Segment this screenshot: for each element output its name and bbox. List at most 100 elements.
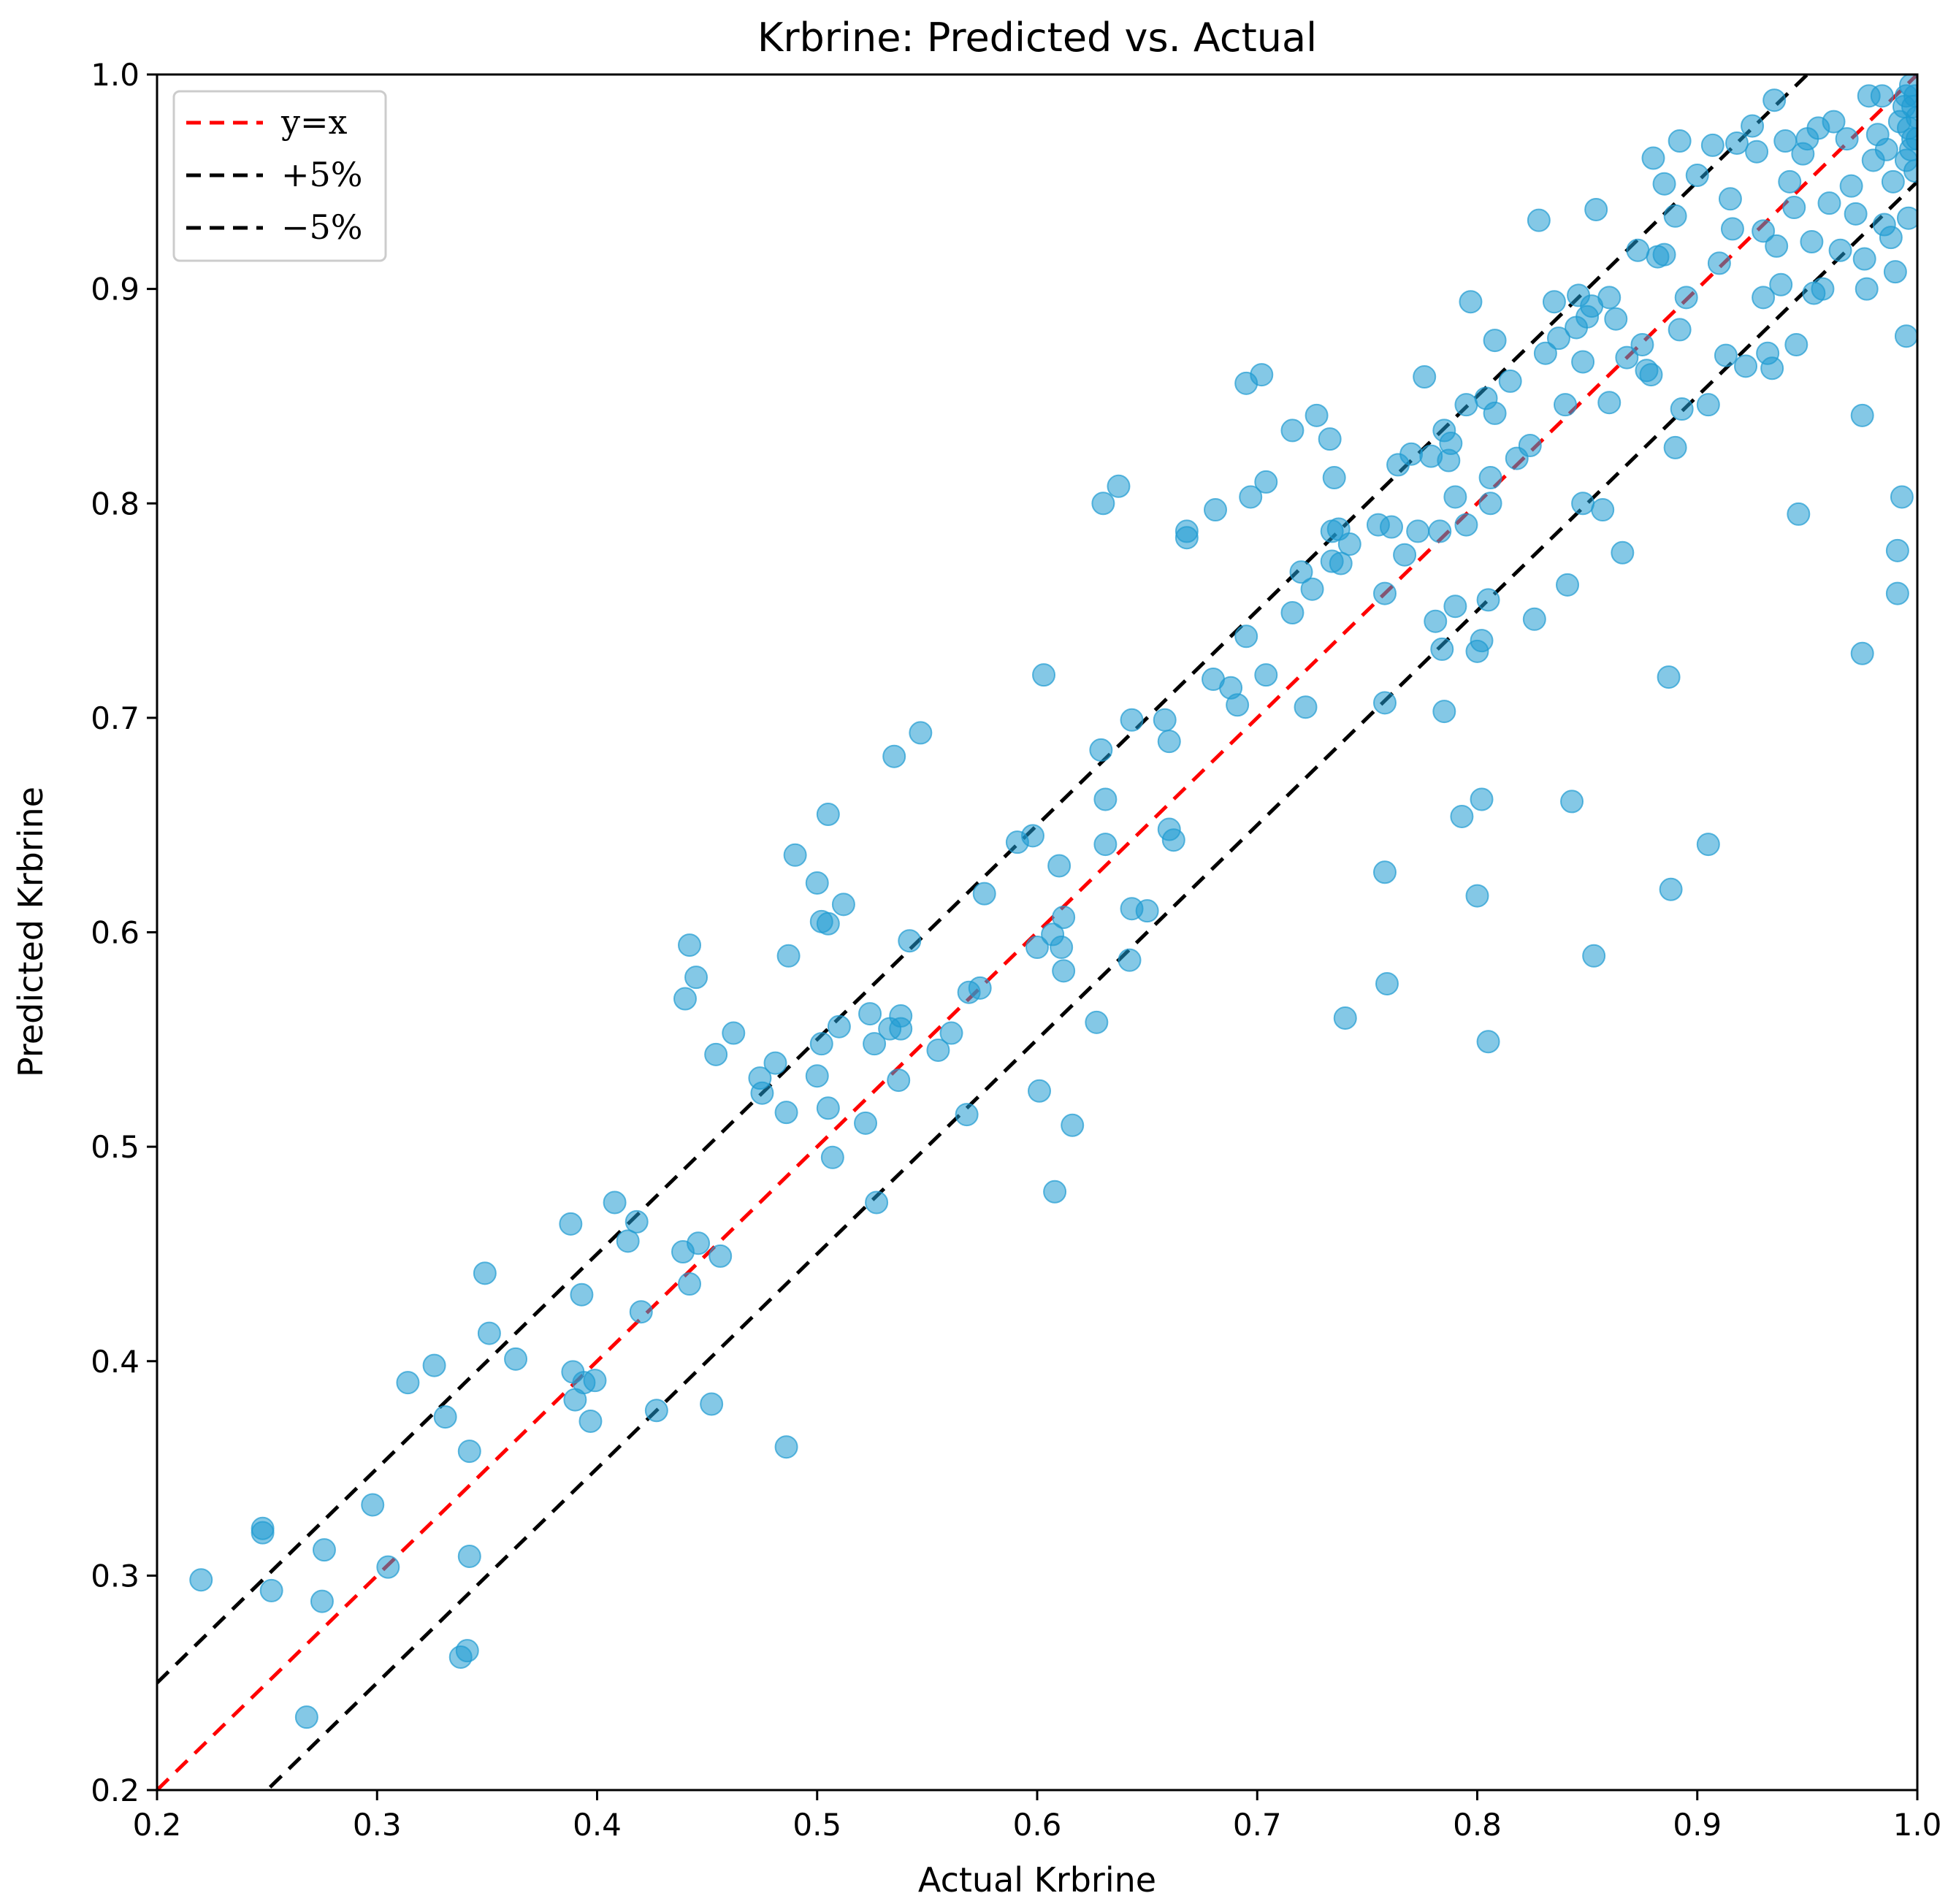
data-point [1476,588,1500,612]
data-point [831,892,855,917]
data-point [1372,691,1397,715]
legend-box [172,90,387,262]
data-point [1329,551,1353,576]
data-point [1685,164,1709,188]
y-tick-label: 0.3 [91,1558,140,1594]
y-tick-label: 0.7 [91,700,140,736]
data-point [422,1353,446,1377]
data-point [376,1555,400,1579]
data-point [1700,133,1724,157]
data-point [1784,332,1808,356]
data-point [889,1017,913,1041]
data-point [968,976,992,1000]
data-point [1254,470,1278,494]
reference-line-identity [157,74,1917,1790]
chart-title: Krbrine: Predicted vs. Actual [757,15,1317,61]
data-point [1542,290,1566,314]
data-point [1399,442,1424,466]
data-point [616,1229,640,1253]
data-point [1852,247,1876,271]
data-point [776,944,801,968]
reference-line-minus-5pct [264,180,1917,1790]
reference-lines [157,74,1917,1790]
x-tick-label: 0.8 [1453,1807,1502,1843]
data-point [1459,290,1483,314]
data-point [809,1032,833,1056]
data-point [1454,513,1478,537]
data-point [473,1261,497,1285]
data-point [1498,369,1522,393]
data-point [1714,343,1738,367]
data-point [251,1516,275,1540]
data-point [1571,350,1595,374]
data-point [1406,519,1430,543]
data-point [1734,354,1758,378]
data-points [189,74,1917,1729]
y-tick-label: 0.5 [91,1129,140,1165]
data-point [1032,663,1056,687]
data-point [1318,427,1342,451]
data-point [433,1405,457,1429]
data-point [1443,594,1467,619]
data-point [1696,393,1720,417]
data-point [310,1589,334,1613]
data-point [1470,787,1494,811]
data-point [1050,936,1074,960]
data-point [396,1371,420,1395]
data-point [1879,226,1903,250]
data-point [1465,884,1489,908]
data-point [624,1209,649,1234]
data-point [708,1244,733,1268]
data-point [722,1021,746,1045]
data-point [1615,345,1639,370]
data-point [1817,191,1841,215]
data-point [629,1300,653,1324]
data-point [1769,272,1793,297]
data-point [1663,435,1687,459]
data-point [700,1392,724,1416]
data-point [1107,474,1131,498]
data-point [1668,318,1692,342]
data-point [1839,174,1863,198]
data-point [361,1493,385,1517]
data-point [1844,202,1868,226]
data-point [820,1145,844,1169]
data-point [1556,573,1580,597]
data-point [1668,129,1692,153]
data-point [887,1068,911,1093]
data-point [939,1021,963,1045]
data-point [1052,959,1076,983]
data-point [570,1282,594,1307]
data-point [1372,581,1397,605]
data-point [1896,206,1917,230]
data-point [1778,169,1802,194]
data-point [1118,948,1142,972]
x-tick-label: 0.2 [133,1807,182,1843]
data-point [1890,485,1914,509]
data-point [1782,196,1806,220]
data-point [805,1064,829,1088]
data-point [1518,433,1542,457]
data-point [189,1568,213,1592]
data-point [1896,116,1917,140]
data-point [1898,137,1917,161]
data-point [1375,971,1399,995]
data-point [1652,242,1676,267]
data-point [1835,127,1859,151]
data-point [1903,159,1917,183]
data-point [477,1321,501,1345]
data-point [687,1231,711,1255]
data-point [816,803,840,827]
data-point [504,1347,528,1371]
data-point [1597,286,1622,310]
x-tick-label: 0.6 [1013,1807,1062,1843]
x-tick-label: 0.4 [573,1807,622,1843]
data-point [1478,492,1502,516]
data-point [1028,1079,1052,1103]
data-point [1161,828,1185,852]
data-point [1752,219,1776,243]
data-point [1696,833,1720,857]
data-point [1718,187,1742,211]
data-point [1674,286,1698,310]
data-point [678,1272,702,1296]
